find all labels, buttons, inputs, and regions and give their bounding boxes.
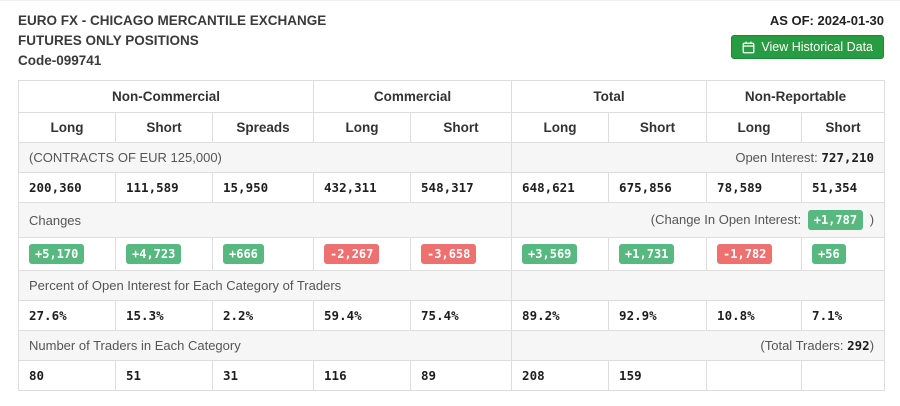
column-header-nc-short: Short xyxy=(115,112,213,143)
report-title-line2: FUTURES ONLY POSITIONS xyxy=(18,33,199,48)
percent-value-cell: 27.6% xyxy=(18,300,116,331)
change-badge: +5,170 xyxy=(29,244,85,264)
percents-row: 27.6% 15.3% 2.2% 59.4% 75.4% 89.2% 92.9%… xyxy=(18,300,886,331)
percent-value-cell: 7.1% xyxy=(801,300,886,331)
group-header-non-reportable: Non-Reportable xyxy=(706,80,886,113)
traders-value-cell: 89 xyxy=(410,360,513,391)
report-title-block: EURO FX - CHICAGO MERCANTILE EXCHANGE FU… xyxy=(18,11,326,71)
report-title-line1: EURO FX - CHICAGO MERCANTILE EXCHANGE xyxy=(18,13,327,28)
position-value-cell: 15,950 xyxy=(211,172,315,203)
report-code: Code-099741 xyxy=(18,53,102,68)
change-value-cell: +3,569 xyxy=(511,237,610,271)
percent-value-cell: 75.4% xyxy=(410,300,513,331)
positions-row: 200,360 111,589 15,950 432,311 548,317 6… xyxy=(18,172,886,203)
change-badge: -2,267 xyxy=(324,244,380,264)
percent-value-cell: 2.2% xyxy=(211,300,315,331)
column-header-nr-long: Long xyxy=(706,112,803,143)
column-header-t-long: Long xyxy=(511,112,610,143)
percent-value-cell: 10.8% xyxy=(706,300,803,331)
column-header-t-short: Short xyxy=(608,112,708,143)
change-open-interest-cell: (Change In Open Interest: +1,787 ) xyxy=(511,202,886,238)
position-value-cell: 432,311 xyxy=(313,172,412,203)
change-oi-prefix: (Change In Open Interest: xyxy=(650,212,802,227)
report-header: EURO FX - CHICAGO MERCANTILE EXCHANGE FU… xyxy=(0,1,900,80)
change-badge: +666 xyxy=(223,244,264,264)
change-badge: -3,658 xyxy=(421,244,477,264)
change-value-cell: +5,170 xyxy=(18,237,116,271)
total-traders-cell: (Total Traders: 292) xyxy=(511,330,886,361)
traders-label: Number of Traders in Each Category xyxy=(17,330,513,361)
percent-value-cell: 59.4% xyxy=(313,300,412,331)
view-historical-data-label: View Historical Data xyxy=(761,40,873,54)
column-header-row: Long Short Spreads Long Short Long Short… xyxy=(18,112,886,143)
contracts-unit-label: (CONTRACTS OF EUR 125,000) xyxy=(17,142,513,173)
total-traders-prefix: (Total Traders: xyxy=(760,338,844,353)
traders-value-cell xyxy=(706,360,803,391)
column-header-nc-spreads: Spreads xyxy=(211,112,315,143)
traders-row: 80 51 31 116 89 208 159 xyxy=(18,360,886,391)
change-badge: +4,723 xyxy=(126,244,182,264)
change-oi-badge: +1,787 xyxy=(807,210,864,230)
contracts-open-interest-row: (CONTRACTS OF EUR 125,000) Open Interest… xyxy=(17,142,886,173)
cot-report-page: EURO FX - CHICAGO MERCANTILE EXCHANGE FU… xyxy=(0,1,900,391)
traders-value-cell xyxy=(801,360,886,391)
group-header-commercial: Commercial xyxy=(313,80,513,113)
position-value-cell: 51,354 xyxy=(801,172,886,203)
traders-value-cell: 51 xyxy=(115,360,213,391)
position-value-cell: 648,621 xyxy=(511,172,610,203)
changes-label-row: Changes (Change In Open Interest: +1,787… xyxy=(17,202,886,238)
percent-value-cell: 15.3% xyxy=(115,300,213,331)
traders-value-cell: 208 xyxy=(511,360,610,391)
percent-value-cell: 92.9% xyxy=(608,300,708,331)
cot-positions-table: Non-Commercial Commercial Total Non-Repo… xyxy=(17,80,886,391)
report-header-right: AS OF: 2024-01-30 View Historical Data xyxy=(731,11,884,59)
as-of-date: AS OF: 2024-01-30 xyxy=(769,13,884,28)
open-interest-cell: Open Interest: 727,210 xyxy=(511,142,886,173)
percent-label-spacer xyxy=(511,270,886,301)
traders-value-cell: 80 xyxy=(18,360,116,391)
traders-value-cell: 159 xyxy=(608,360,708,391)
percent-label: Percent of Open Interest for Each Catego… xyxy=(17,270,513,301)
percent-label-row: Percent of Open Interest for Each Catego… xyxy=(17,270,886,301)
calendar-icon xyxy=(742,41,755,54)
change-value-cell: +4,723 xyxy=(115,237,213,271)
change-badge: +1,731 xyxy=(619,244,675,264)
position-value-cell: 111,589 xyxy=(115,172,213,203)
change-value-cell: -3,658 xyxy=(410,237,513,271)
view-historical-data-button[interactable]: View Historical Data xyxy=(731,35,884,59)
open-interest-value: 727,210 xyxy=(821,150,875,165)
changes-label: Changes xyxy=(17,202,513,238)
change-oi-suffix: ) xyxy=(869,212,875,227)
total-traders-value: 292 xyxy=(847,338,870,353)
change-badge: -1,782 xyxy=(717,244,773,264)
change-value-cell: -2,267 xyxy=(313,237,412,271)
change-value-cell: +56 xyxy=(801,237,886,271)
group-header-row: Non-Commercial Commercial Total Non-Repo… xyxy=(17,80,886,113)
group-header-non-commercial: Non-Commercial xyxy=(17,80,315,113)
position-value-cell: 78,589 xyxy=(706,172,803,203)
column-header-c-short: Short xyxy=(410,112,513,143)
percent-value-cell: 89.2% xyxy=(511,300,610,331)
position-value-cell: 675,856 xyxy=(608,172,708,203)
position-value-cell: 548,317 xyxy=(410,172,513,203)
position-value-cell: 200,360 xyxy=(18,172,116,203)
total-traders-suffix: ) xyxy=(869,338,875,353)
column-header-c-long: Long xyxy=(313,112,412,143)
traders-value-cell: 31 xyxy=(211,360,315,391)
change-value-cell: +666 xyxy=(211,237,315,271)
open-interest-label: Open Interest: xyxy=(735,150,818,165)
change-value-cell: -1,782 xyxy=(706,237,803,271)
group-header-total: Total xyxy=(511,80,708,113)
column-header-nc-long: Long xyxy=(18,112,116,143)
changes-row: +5,170 +4,723 +666 -2,267 -3,658 +3,569 … xyxy=(18,237,886,271)
change-badge: +56 xyxy=(812,244,846,264)
traders-value-cell: 116 xyxy=(313,360,412,391)
change-badge: +3,569 xyxy=(522,244,578,264)
traders-label-row: Number of Traders in Each Category (Tota… xyxy=(17,330,886,361)
column-header-nr-short: Short xyxy=(801,112,886,143)
change-value-cell: +1,731 xyxy=(608,237,708,271)
